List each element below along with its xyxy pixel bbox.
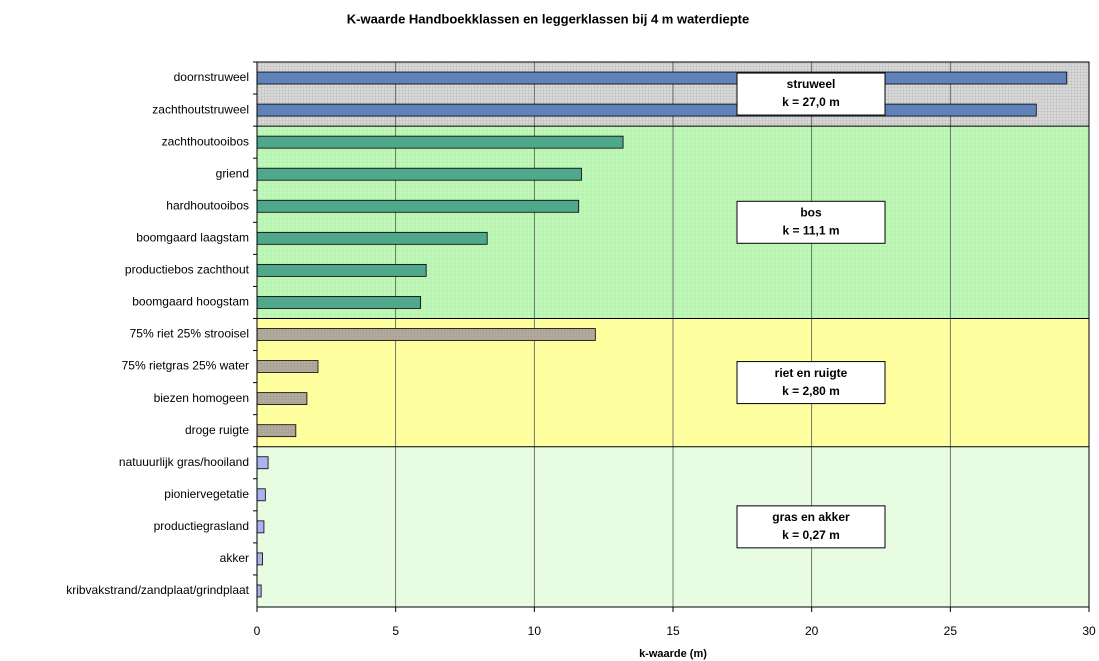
- y-tick-label: akker: [220, 551, 249, 565]
- bar: [256, 552, 263, 566]
- x-tick-label: 25: [944, 624, 958, 638]
- x-tick-label: 5: [392, 624, 399, 638]
- bar: [256, 296, 422, 309]
- group-k-label: k = 27,0 m: [782, 95, 840, 109]
- x-tick-label: 30: [1082, 624, 1096, 638]
- bar-texture: [257, 328, 596, 341]
- x-tick-label: 20: [805, 624, 819, 638]
- y-tick-label: griend: [216, 166, 249, 180]
- y-tick-label: droge ruigte: [185, 423, 249, 437]
- bar: [256, 263, 427, 277]
- group-label-box: [736, 200, 886, 244]
- bar-texture: [257, 360, 319, 373]
- group-label-box: [736, 505, 886, 549]
- bar: [256, 456, 269, 470]
- group-label: bos: [800, 205, 822, 219]
- y-tick-label: pioniervegetatie: [164, 487, 249, 501]
- bar: [256, 167, 582, 181]
- bar: [256, 488, 266, 502]
- bar: [256, 71, 1068, 85]
- y-tick-label: 75% rietgras 25% water: [122, 359, 249, 373]
- bar-texture: [257, 392, 307, 405]
- bar: [256, 199, 580, 213]
- group-label-box: [736, 361, 886, 405]
- group-k-label: k = 11,1 m: [782, 223, 839, 237]
- y-tick-label: 75% riet 25% strooisel: [130, 327, 249, 341]
- group-label-box: [736, 72, 886, 116]
- y-tick-label: biezen homogeen: [154, 391, 249, 405]
- x-axis-title: k-waarde (m): [639, 648, 707, 660]
- group-k-label: k = 0,27 m: [782, 528, 840, 542]
- bar: [256, 231, 488, 245]
- x-tick-label: 10: [528, 624, 542, 638]
- group-label: riet en ruigte: [775, 366, 848, 380]
- y-tick-label: natuuurlijk gras/hooiland: [119, 455, 249, 469]
- y-tick-label: zachthoutooibos: [162, 134, 249, 148]
- chart-title: K-waarde Handboekklassen en leggerklasse…: [347, 11, 749, 26]
- y-tick-label: zachthoutstruweel: [152, 102, 249, 116]
- group-label: struweel: [787, 77, 836, 91]
- y-tick-label: boomgaard hoogstam: [132, 295, 249, 309]
- y-tick-label: doornstruweel: [174, 70, 249, 84]
- y-tick-label: productiebos zachthout: [125, 263, 250, 277]
- y-tick-label: productiegrasland: [154, 519, 249, 533]
- y-tick-label: kribvakstrand/zandplaat/grindplaat: [66, 583, 249, 597]
- group-label: gras en akker: [772, 510, 850, 524]
- bar: [256, 103, 1037, 117]
- bar: [256, 584, 262, 598]
- y-tick-label: boomgaard laagstam: [136, 230, 249, 244]
- bar: [256, 135, 624, 149]
- x-tick-label: 0: [254, 624, 261, 638]
- y-tick-label: hardhoutooibos: [166, 198, 249, 212]
- bar: [256, 520, 265, 534]
- group-k-label: k = 2,80 m: [782, 384, 840, 398]
- bar-texture: [257, 424, 296, 437]
- x-tick-label: 15: [666, 624, 680, 638]
